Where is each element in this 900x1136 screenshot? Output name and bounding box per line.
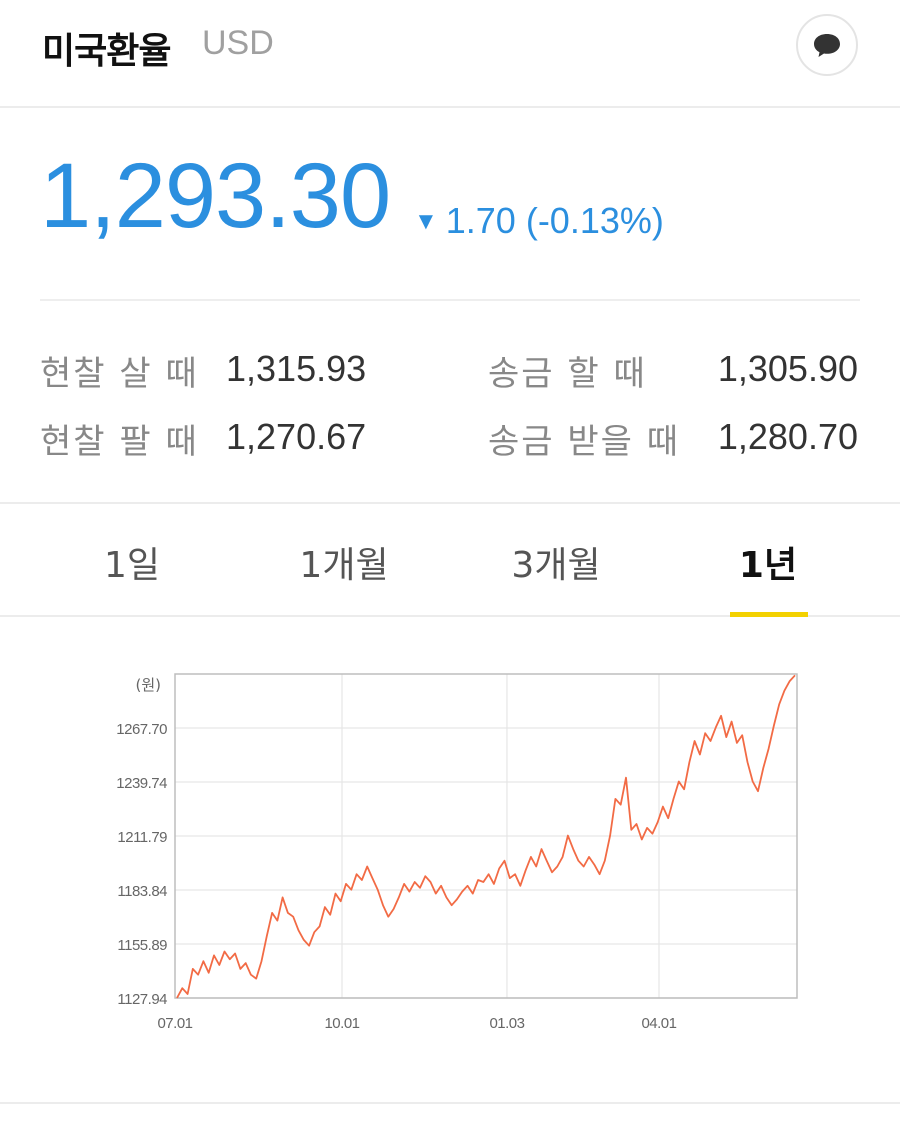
chart-frame: [174, 673, 798, 999]
tab-1-month[interactable]: 1개월: [299, 545, 389, 586]
cash-buy-label: 현찰 살 때: [40, 354, 199, 394]
currency-code: USD: [202, 24, 274, 62]
divider: [40, 299, 860, 301]
send-value: 1,305.90: [717, 348, 858, 389]
x-tick-label: 04.01: [641, 1015, 676, 1032]
y-unit-label: (원): [135, 676, 161, 694]
speech-bubble-icon: [814, 34, 840, 57]
comment-button[interactable]: [796, 14, 858, 76]
app-header: 미국환율 USD: [0, 0, 900, 108]
y-tick-label: 1267.70: [116, 721, 167, 738]
y-tick-label: 1127.94: [117, 991, 167, 1008]
y-tick-label: 1239.74: [116, 775, 167, 792]
cash-sell-value: 1,270.67: [226, 416, 367, 457]
x-tick-label: 01.03: [489, 1015, 524, 1032]
exchange-rate-chart: 1127.94 1155.89 1183.84 1211.79 1239.74 1267.…: [116, 673, 798, 1032]
bottom-divider: [0, 1102, 900, 1104]
x-tick-label: 10.01: [324, 1015, 359, 1032]
page-title: 미국환율: [42, 31, 171, 72]
active-tab-indicator: [730, 612, 808, 617]
tab-divider: [0, 615, 900, 617]
tab-1-year[interactable]: 1년: [738, 545, 798, 586]
receive-label: 송금 받을 때: [488, 422, 681, 462]
cash-buy-value: 1,315.93: [226, 348, 367, 389]
x-tick-label: 07.01: [157, 1015, 192, 1032]
y-tick-label: 1155.89: [117, 937, 167, 954]
y-tick-label: 1183.84: [117, 883, 167, 900]
cash-sell-label: 현찰 팔 때: [40, 422, 199, 462]
y-tick-label: 1211.79: [117, 829, 167, 846]
current-price: 1,293.30: [40, 145, 391, 247]
down-triangle-icon: ▼: [414, 208, 438, 235]
receive-value: 1,280.70: [717, 416, 858, 457]
send-label: 송금 할 때: [488, 354, 647, 394]
price-change: ▼ 1.70 (-0.13%): [414, 200, 664, 242]
section-divider: [0, 502, 900, 504]
price-change-value: 1.70 (-0.13%): [445, 200, 664, 241]
series-line: [176, 674, 796, 999]
tab-1-day[interactable]: 1일: [103, 545, 161, 586]
tab-3-months[interactable]: 3개월: [511, 545, 601, 586]
